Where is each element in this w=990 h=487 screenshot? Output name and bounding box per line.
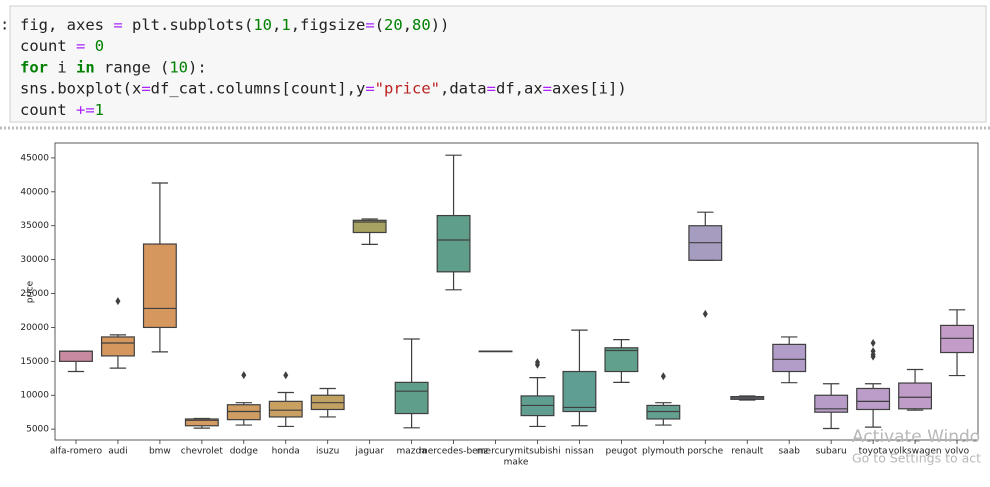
box — [562, 370, 597, 413]
x-tick-label: volkswagen — [889, 447, 942, 457]
outlier — [115, 297, 121, 306]
x-tick-label: audi — [108, 447, 127, 457]
x-tick-label: dodge — [230, 447, 259, 457]
box — [646, 404, 681, 420]
x-tick-label: volvo — [945, 447, 970, 457]
y-tick-label: 5000 — [26, 425, 49, 435]
box — [100, 336, 135, 357]
x-tick-label: honda — [272, 447, 300, 457]
box — [940, 324, 974, 354]
code-line: count +=1 — [20, 100, 104, 118]
code-cell[interactable] — [9, 5, 987, 123]
plot-frame — [54, 142, 979, 441]
box — [352, 219, 387, 234]
y-tick-label: 25000 — [20, 289, 49, 299]
x-tick-label: jaguar — [354, 447, 384, 457]
x-tick-label: mercedes-benz — [419, 447, 488, 457]
x-tick-label: bmw — [149, 447, 171, 457]
prompt: : — [0, 16, 9, 34]
x-tick-label: subaru — [816, 447, 847, 457]
y-tick-label: 45000 — [20, 153, 49, 163]
box — [59, 350, 93, 362]
box — [268, 400, 303, 418]
outlier — [534, 358, 540, 367]
x-axis-label: make — [504, 458, 529, 468]
x-tick-label: saab — [778, 447, 800, 457]
y-tick-label: 10000 — [20, 391, 49, 401]
watermark: Activate Windo — [852, 427, 980, 447]
box — [856, 387, 891, 411]
x-tick-label: chevrolet — [181, 447, 224, 457]
box — [394, 381, 429, 415]
watermark: Go to Settings to act — [852, 451, 981, 466]
box — [436, 214, 471, 273]
outlier — [870, 347, 876, 356]
y-tick-label: 35000 — [20, 221, 49, 231]
box — [184, 418, 219, 427]
box — [898, 382, 933, 410]
x-tick-label: porsche — [687, 447, 723, 457]
x-tick-label: mercury — [477, 447, 515, 457]
box — [604, 347, 639, 373]
code-line: count = 0 — [20, 37, 104, 55]
x-tick-label: nissan — [565, 447, 594, 457]
box — [814, 394, 849, 413]
y-tick-label: 20000 — [20, 323, 49, 333]
outlier — [241, 371, 247, 380]
x-tick-label: toyota — [859, 447, 888, 457]
box — [772, 343, 807, 373]
code-line: for i in range (10): — [20, 58, 207, 76]
x-tick-label: mazda — [396, 447, 426, 457]
outlier — [870, 339, 876, 348]
box — [142, 243, 177, 329]
x-tick-label: peugot — [606, 447, 638, 457]
code-line: fig, axes = plt.subplots(10,1,figsize=(2… — [20, 16, 449, 34]
y-axis-label: price — [26, 280, 36, 303]
outlier — [660, 372, 666, 381]
x-tick-label: mitsubishi — [514, 447, 560, 457]
x-tick-label: isuzu — [316, 447, 339, 457]
y-tick-label: 15000 — [20, 357, 49, 367]
code-line: sns.boxplot(x=df_cat.columns[count],y="p… — [20, 79, 627, 97]
y-tick-label: 30000 — [20, 255, 49, 265]
x-tick-label: renault — [731, 447, 763, 457]
box — [226, 404, 261, 421]
x-tick-label: alfa-romero — [50, 447, 103, 457]
outlier — [702, 309, 708, 318]
outlier — [283, 371, 289, 380]
x-tick-label: plymouth — [642, 447, 685, 457]
y-tick-label: 40000 — [20, 187, 49, 197]
